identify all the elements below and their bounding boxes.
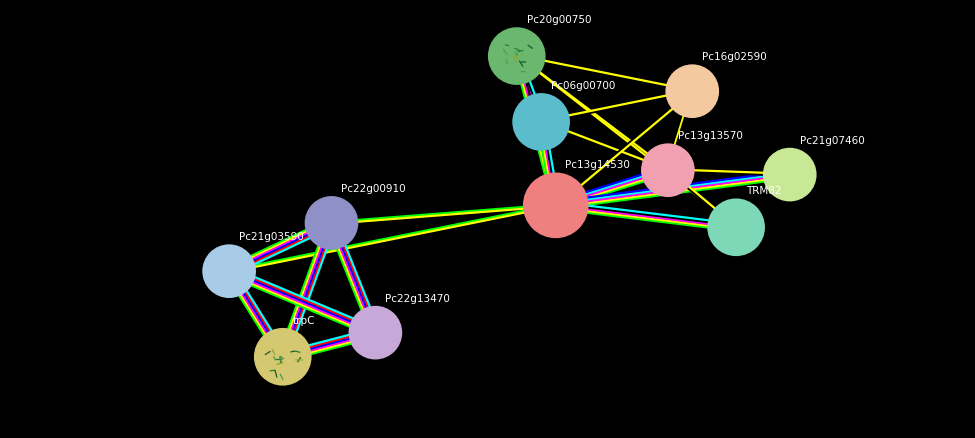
Ellipse shape bbox=[305, 198, 358, 249]
Text: Pc21g03590: Pc21g03590 bbox=[239, 232, 303, 242]
Text: Pc20g00750: Pc20g00750 bbox=[526, 15, 591, 25]
Text: TRM82: TRM82 bbox=[746, 186, 781, 196]
Text: Pc16g02590: Pc16g02590 bbox=[702, 52, 766, 62]
Ellipse shape bbox=[513, 95, 569, 151]
Ellipse shape bbox=[708, 200, 764, 256]
Ellipse shape bbox=[642, 145, 694, 197]
Ellipse shape bbox=[524, 174, 588, 238]
Ellipse shape bbox=[203, 246, 255, 297]
Text: Pc06g00700: Pc06g00700 bbox=[551, 81, 615, 91]
Ellipse shape bbox=[488, 29, 545, 85]
Ellipse shape bbox=[666, 66, 719, 118]
Ellipse shape bbox=[763, 149, 816, 201]
Text: Pc13g13570: Pc13g13570 bbox=[678, 131, 743, 141]
Text: Pc22g00910: Pc22g00910 bbox=[341, 184, 406, 194]
Text: Pc22g13470: Pc22g13470 bbox=[385, 293, 450, 303]
Text: trpC: trpC bbox=[292, 315, 315, 325]
Ellipse shape bbox=[254, 329, 311, 385]
Text: Pc21g07460: Pc21g07460 bbox=[800, 135, 864, 145]
Text: Pc13g14530: Pc13g14530 bbox=[566, 160, 631, 170]
Ellipse shape bbox=[349, 307, 402, 359]
